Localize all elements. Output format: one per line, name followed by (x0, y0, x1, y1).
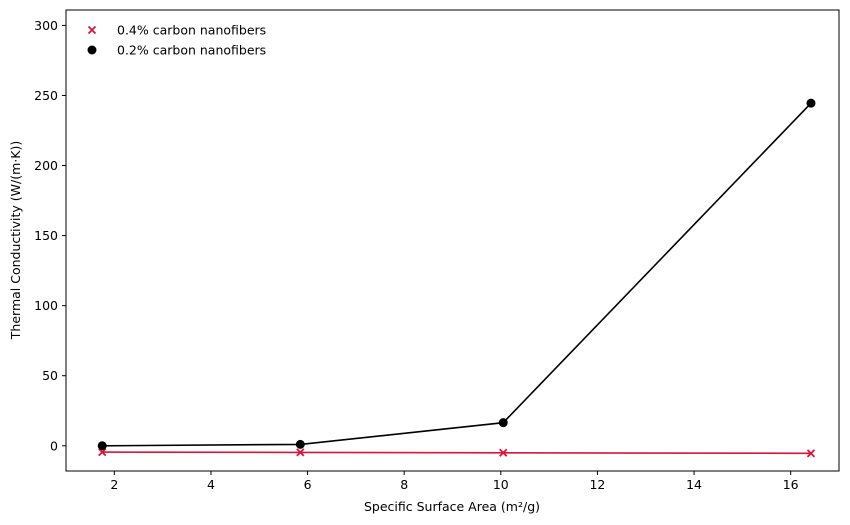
x-tick-label: 4 (207, 477, 215, 492)
x-tick-label: 8 (400, 477, 408, 492)
data-point-x-marker (98, 447, 107, 457)
legend: 0.4% carbon nanofibers 0.2% carbon nanofi… (87, 23, 266, 58)
legend-x-stroke (87, 25, 97, 35)
series-line-2 (102, 102, 812, 447)
series-layer (97, 98, 816, 458)
x-tick-label: 6 (304, 477, 312, 492)
x-tick-label: 16 (783, 477, 799, 492)
x-marker-stroke (98, 447, 107, 457)
x-marker-stroke (499, 448, 508, 457)
y-tick-label: 100 (34, 298, 58, 313)
y-tick-label: 0 (50, 438, 58, 453)
plot-frame (65, 9, 840, 472)
data-point-x-marker (296, 448, 305, 457)
data-point-circle-marker (498, 418, 508, 428)
legend-marker-x (87, 25, 97, 35)
y-tick-label: 200 (34, 158, 58, 173)
series-line-1 (102, 451, 812, 455)
x-axis-ticks: 2 4 6 8 10 12 14 16 (110, 471, 799, 492)
legend-label: 0.2% carbon nanofibers (117, 43, 266, 58)
data-point-x-marker (806, 449, 816, 458)
x-marker-stroke (296, 448, 305, 457)
x-tick-label: 14 (686, 477, 702, 492)
data-point-x-marker (499, 448, 508, 457)
y-tick-label: 300 (34, 18, 58, 33)
legend-marker-circle (87, 45, 97, 55)
x-tick-label: 2 (110, 477, 118, 492)
plot-area (66, 10, 839, 471)
y-axis-label: Thermal Conductivity (W/(m·K)) (8, 141, 23, 340)
y-tick-label: 250 (34, 88, 58, 103)
data-point-circle-marker (806, 98, 816, 108)
y-tick-label: 50 (42, 368, 58, 383)
y-tick-label: 150 (34, 228, 58, 243)
x-tick-label: 10 (493, 477, 509, 492)
legend-label: 0.4% carbon nanofibers (117, 23, 266, 38)
data-point-circle-marker (97, 441, 107, 451)
y-axis-ticks: 0 50 100 150 200 250 300 (34, 18, 66, 453)
x-tick-label: 12 (589, 477, 605, 492)
x-axis-label: Specific Surface Area (m²/g) (364, 499, 540, 514)
x-marker-stroke (806, 449, 816, 458)
data-point-circle-marker (295, 439, 305, 449)
